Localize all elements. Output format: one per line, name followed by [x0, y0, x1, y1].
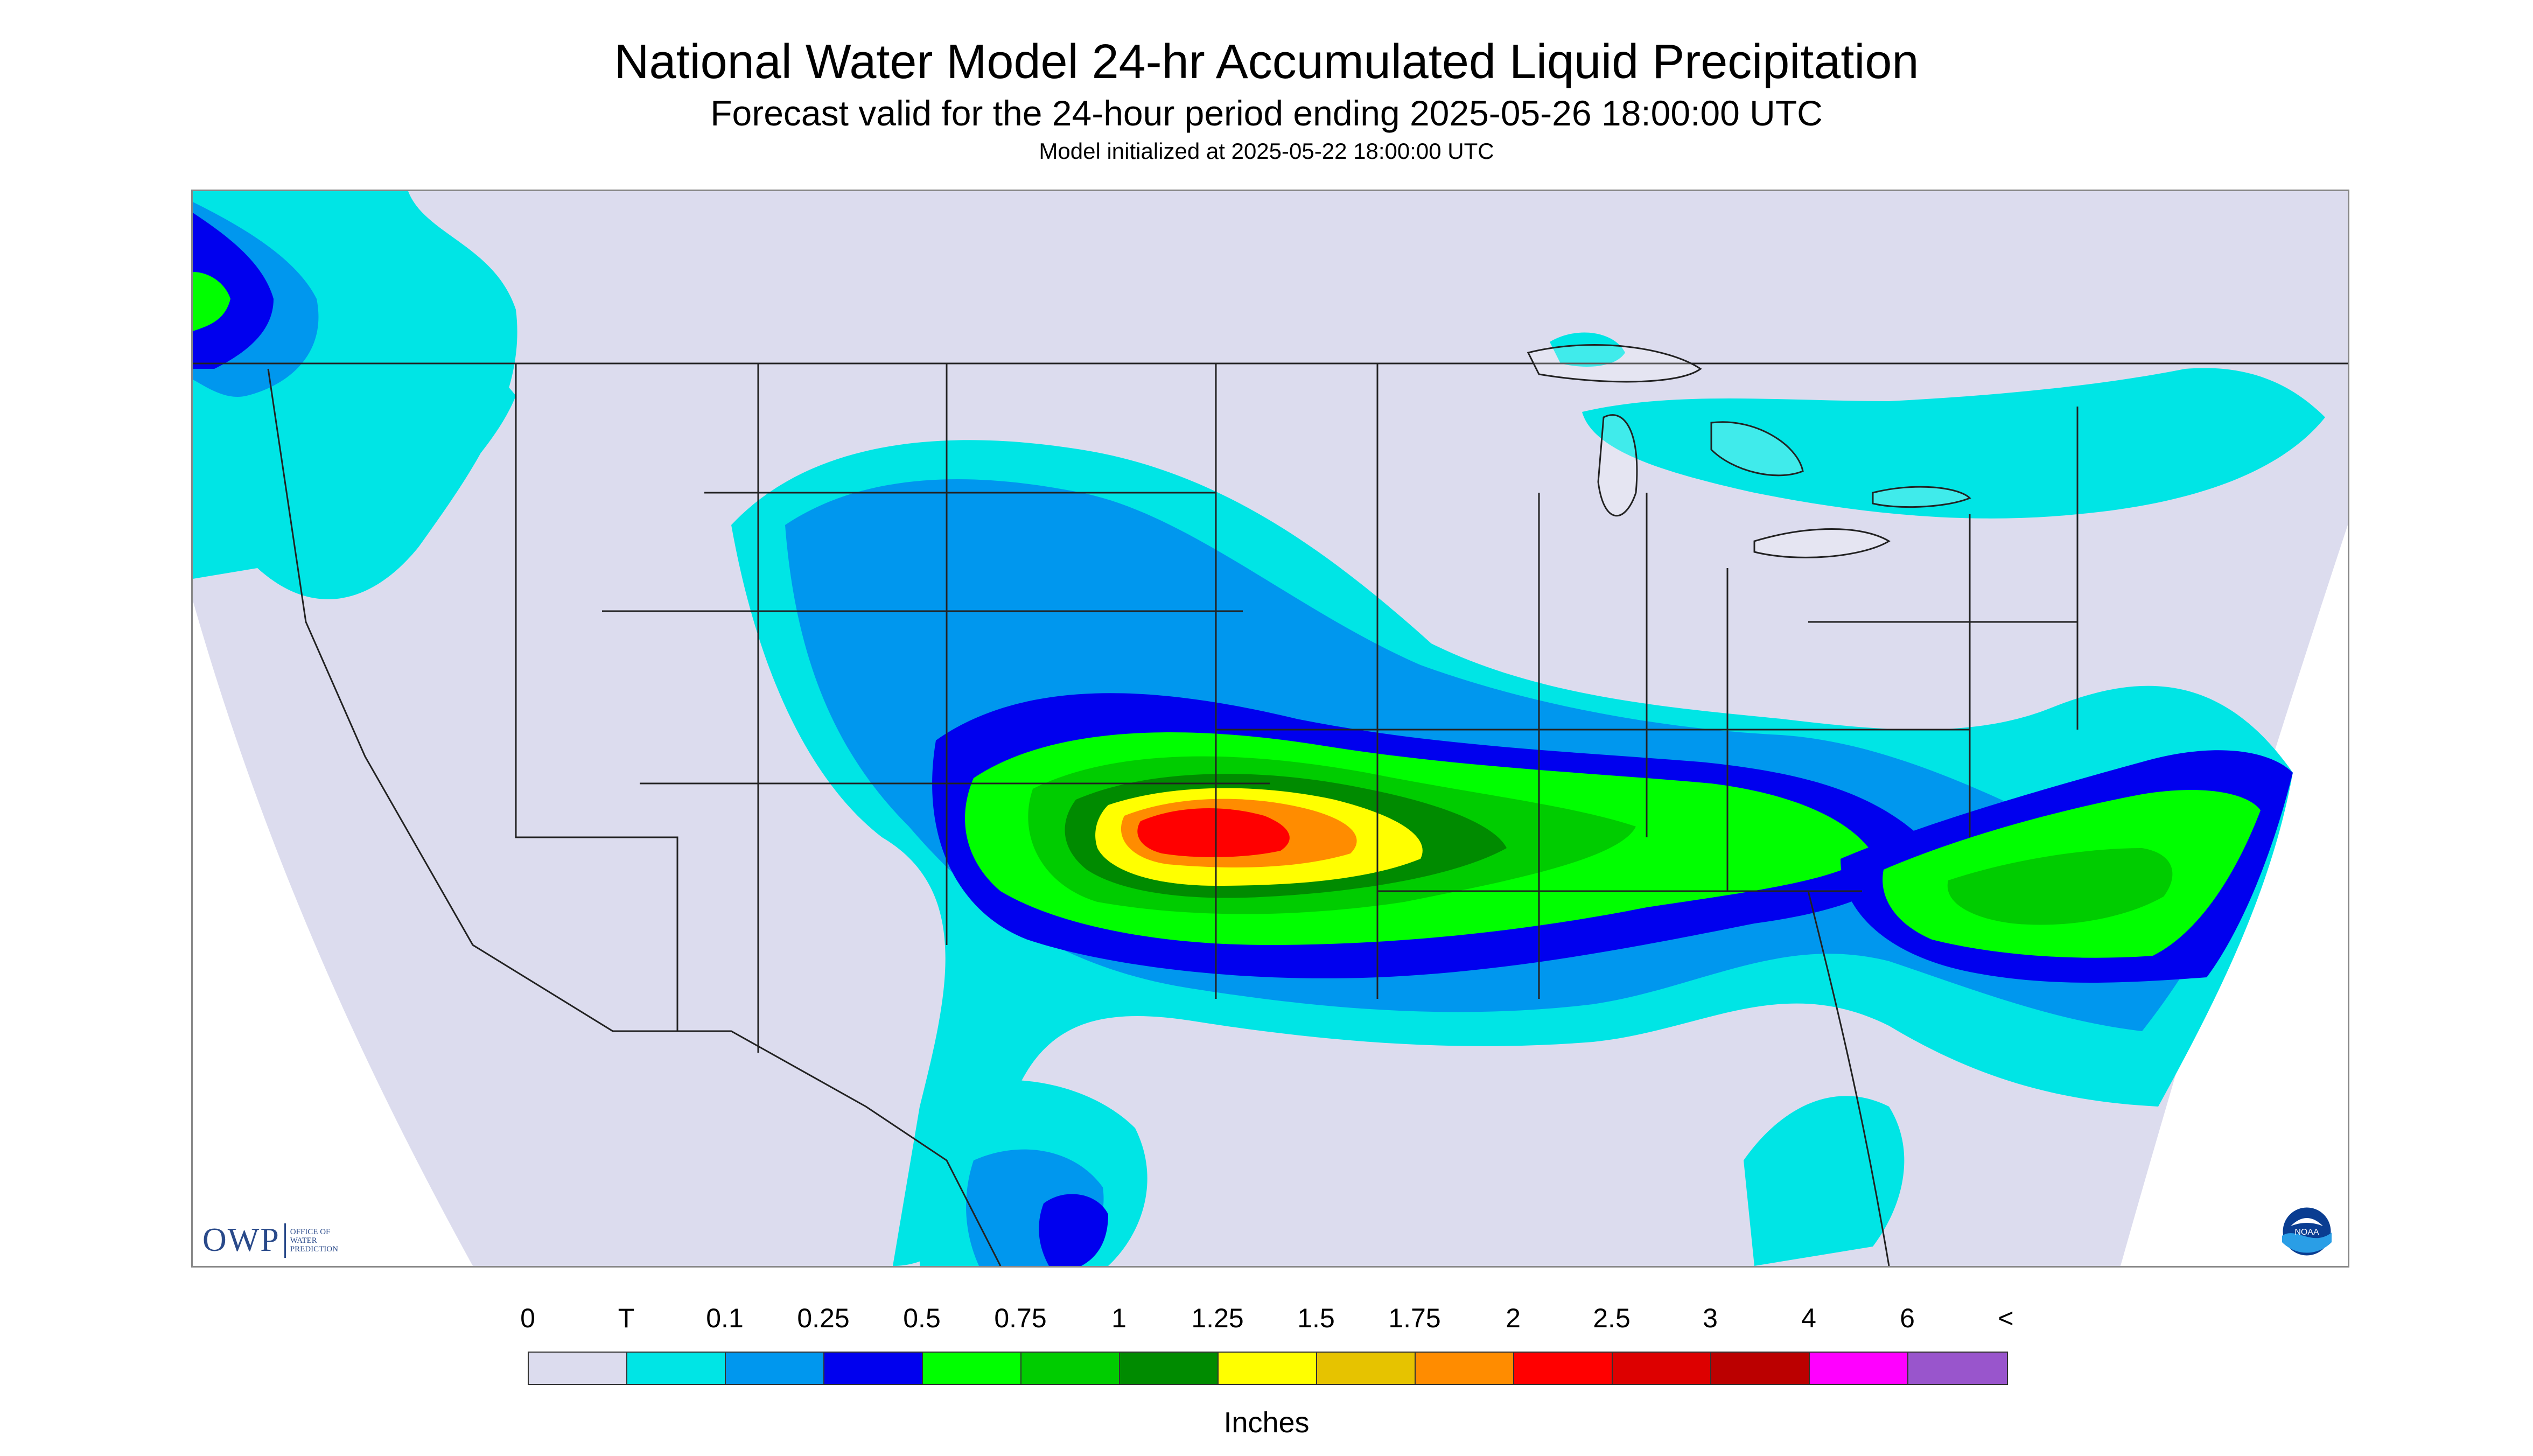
map-canvas [193, 191, 2348, 1266]
precip-nrockies [365, 320, 516, 547]
precip-canada-trace [1582, 368, 2325, 519]
legend-labels: 0 T 0.1 0.25 0.5 0.75 1 1.25 1.5 1.75 2 2.5 3 4 6 < [0, 1302, 2533, 1340]
legend-swatch [1613, 1353, 1711, 1384]
owp-logo-divider [284, 1223, 286, 1258]
legend-swatch [1810, 1353, 1908, 1384]
precip-nw-heavy [193, 272, 230, 331]
legend-swatch [1711, 1353, 1810, 1384]
legend-label: 0.25 [797, 1303, 850, 1333]
legend-swatch [1514, 1353, 1613, 1384]
legend-label: 0 [520, 1303, 535, 1333]
legend-swatch [824, 1353, 923, 1384]
legend-swatch [726, 1353, 824, 1384]
legend-label: 1 [1111, 1303, 1126, 1333]
legend-label: 6 [1900, 1303, 1915, 1333]
legend-label: 0.5 [903, 1303, 941, 1333]
precip-central-red [1137, 808, 1290, 857]
map-subtitle: Forecast valid for the 24-hour period en… [710, 93, 1823, 133]
owp-logo-subtext: OFFICE OF WATER PREDICTION [290, 1227, 338, 1254]
precip-nw-moderate [193, 213, 274, 369]
legend-swatch [1021, 1353, 1120, 1384]
legend-label: 1.25 [1191, 1303, 1244, 1333]
great-lakes [1527, 344, 1971, 558]
owp-logo-text: OWP [202, 1222, 280, 1258]
legend-label: 4 [1801, 1303, 1816, 1333]
legend-swatch [1908, 1353, 2007, 1384]
noaa-logo-icon: NOAA [2281, 1206, 2333, 1257]
legend-label: < [1998, 1303, 2014, 1333]
legend-label: T [618, 1303, 635, 1333]
legend-label: 0.75 [994, 1303, 1047, 1333]
owp-logo: OWP OFFICE OF WATER PREDICTION [202, 1221, 338, 1259]
precip-atlantic-green [1947, 848, 2173, 925]
legend-label: 3 [1703, 1303, 1718, 1333]
legend-units: Inches [1223, 1406, 1310, 1439]
legend-label: 2.5 [1593, 1303, 1631, 1333]
svg-text:NOAA: NOAA [2294, 1228, 2319, 1237]
precip-florida-trace [1744, 1096, 1905, 1266]
legend-swatch [1219, 1353, 1317, 1384]
legend-swatch [627, 1353, 726, 1384]
legend-label: 2 [1506, 1303, 1521, 1333]
legend-label: 0.1 [706, 1303, 744, 1333]
precip-mexico-moderate [1039, 1194, 1108, 1266]
legend-swatch [1120, 1353, 1219, 1384]
legend-swatch [923, 1353, 1021, 1384]
legend-label: 1.75 [1388, 1303, 1441, 1333]
legend-label: 1.5 [1297, 1303, 1335, 1333]
model-init-time: Model initialized at 2025-05-22 18:00:00… [1039, 138, 1494, 164]
legend-swatch [1317, 1353, 1416, 1384]
map-title: National Water Model 24-hr Accumulated L… [614, 35, 1919, 89]
legend-swatch [529, 1353, 627, 1384]
legend-colorbar [528, 1352, 2008, 1385]
precip-superior-trace [1550, 332, 1625, 367]
legend-swatch [1416, 1353, 1514, 1384]
political-boundaries [193, 362, 2348, 1266]
precipitation-map[interactable]: OWP OFFICE OF WATER PREDICTION NOAA [191, 190, 2349, 1268]
